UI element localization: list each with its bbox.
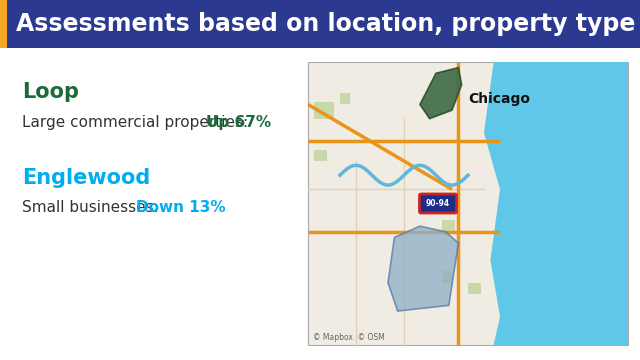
FancyBboxPatch shape	[340, 93, 349, 104]
Text: Small businesses:: Small businesses:	[22, 201, 164, 216]
FancyBboxPatch shape	[0, 0, 640, 48]
FancyBboxPatch shape	[468, 283, 481, 294]
Polygon shape	[484, 62, 628, 345]
Text: Englewood: Englewood	[22, 168, 150, 188]
FancyBboxPatch shape	[0, 0, 7, 48]
FancyBboxPatch shape	[442, 271, 452, 283]
Text: Assessments based on location, property type: Assessments based on location, property …	[16, 12, 636, 36]
Polygon shape	[420, 68, 461, 118]
FancyBboxPatch shape	[314, 102, 333, 118]
Text: 90-94: 90-94	[426, 199, 450, 208]
FancyBboxPatch shape	[419, 194, 456, 213]
Text: Loop: Loop	[22, 82, 79, 102]
Text: Down 13%: Down 13%	[136, 201, 226, 216]
FancyBboxPatch shape	[314, 150, 327, 161]
Text: © Mapbox  © OSM: © Mapbox © OSM	[313, 333, 385, 342]
Text: Large commercial properties:: Large commercial properties:	[22, 114, 253, 130]
FancyBboxPatch shape	[442, 220, 455, 232]
Text: Up 67%: Up 67%	[206, 114, 271, 130]
FancyBboxPatch shape	[308, 62, 628, 345]
Polygon shape	[388, 226, 458, 311]
Text: Chicago: Chicago	[468, 92, 530, 106]
